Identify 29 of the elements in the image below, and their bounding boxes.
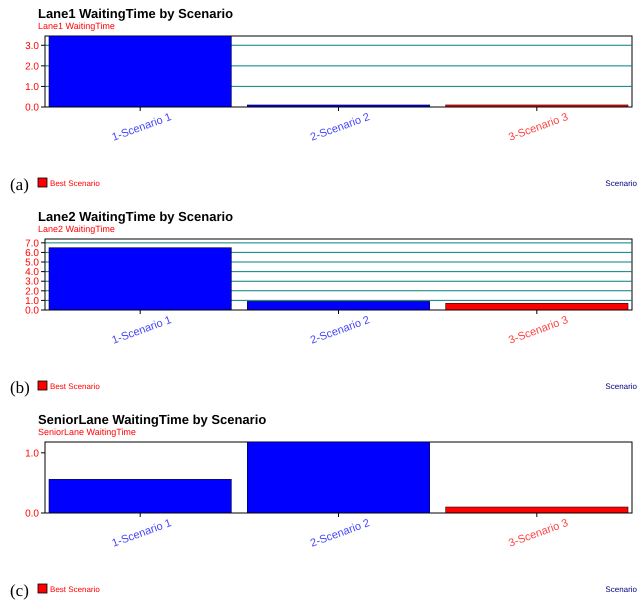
y-tick-label: 3.0	[25, 276, 40, 288]
y-tick-label: 2.0	[25, 61, 40, 72]
y-tick-label: 7.0	[25, 238, 40, 250]
x-axis-title: Scenario	[605, 584, 638, 594]
y-tick-label: 4.0	[25, 267, 40, 278]
chart-title: Lane2 WaitingTime by Scenario	[38, 209, 234, 224]
y-tick-label: 1.0	[25, 448, 40, 460]
y-axis-title: SeniorLane WaitingTime	[38, 427, 136, 437]
y-tick-label: 1.0	[25, 82, 40, 93]
chart-title: Lane1 WaitingTime by Scenario	[38, 6, 234, 21]
legend-label: Best Scenario	[50, 584, 100, 594]
y-tick-label: 3.0	[25, 40, 40, 52]
y-axis-title: Lane2 WaitingTime	[38, 224, 115, 234]
y-tick-label: 0.0	[25, 102, 40, 114]
legend-label: Best Scenario	[50, 382, 100, 391]
chart-title: SeniorLane WaitingTime by Scenario	[38, 412, 266, 427]
text: (b)	[10, 378, 30, 397]
x-axis-title: Scenario	[605, 178, 638, 188]
y-tick-label: 6.0	[25, 248, 40, 259]
y-tick-label: 1.0	[25, 296, 40, 307]
x-axis-title: Scenario	[605, 382, 638, 391]
text: (a)	[10, 175, 29, 194]
y-tick-label: 0.0	[25, 508, 40, 520]
text: (c)	[10, 581, 29, 600]
y-tick-label: 5.0	[25, 258, 40, 269]
legend-label: Best Scenario	[50, 178, 100, 188]
y-axis-title: Lane1 WaitingTime	[38, 21, 115, 31]
y-tick-label: 0.0	[25, 306, 40, 316]
y-tick-label: 2.0	[25, 286, 40, 298]
